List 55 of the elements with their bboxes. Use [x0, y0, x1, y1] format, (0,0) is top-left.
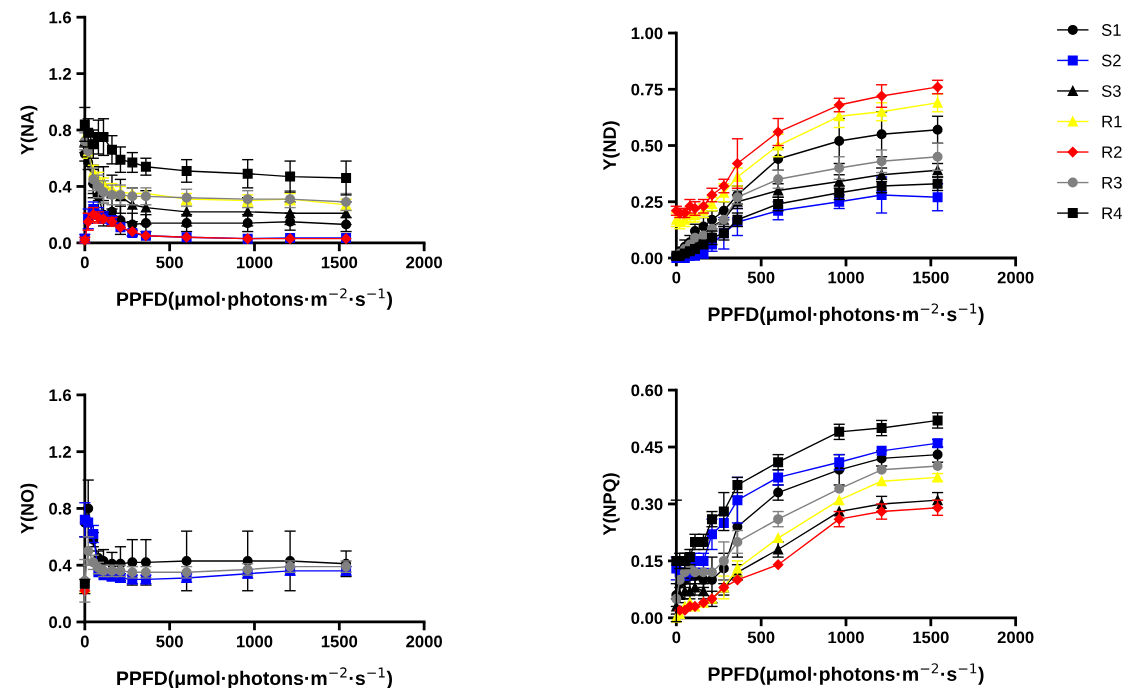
legend-label: R1: [1102, 115, 1122, 128]
y-tick-label: 0.0: [49, 237, 71, 250]
y-tick-label: 0.50: [631, 139, 663, 152]
x-tick-label: 1500: [913, 271, 949, 284]
x-axis-title: PPFD(μmol·photons·m$^{−2}$·s$^{−1}$): [708, 303, 984, 325]
y-axis-title: Y(NA): [20, 105, 38, 155]
legend-label: R4: [1102, 207, 1122, 219]
legend-label: R2: [1102, 146, 1122, 158]
legend-label: R3: [1102, 176, 1122, 189]
y-tick-label: 1.6: [49, 389, 72, 402]
x-tick-label: 500: [747, 271, 775, 284]
x-tick-label: 1000: [236, 635, 273, 648]
y-tick-label: 1.2: [49, 68, 71, 80]
x-tick-label: 0: [672, 631, 681, 644]
x-tick-label: 500: [747, 631, 775, 644]
legend-label: S3: [1101, 85, 1121, 97]
x-tick-label: 500: [156, 256, 183, 269]
legend-label: S2: [1101, 54, 1121, 67]
y-tick-label: 0.45: [631, 441, 663, 454]
y-axis-title: Y(NPQ): [602, 473, 620, 536]
x-tick-label: 2000: [406, 635, 442, 648]
x-tick-label: 0: [80, 256, 89, 269]
x-tick-label: 2000: [406, 256, 442, 269]
y-tick-label: 0.4: [49, 180, 72, 193]
legend-label: S1: [1101, 24, 1121, 36]
x-tick-label: 1000: [828, 271, 864, 284]
y-tick-label: 0.75: [631, 83, 663, 96]
y-tick-label: 0.00: [631, 612, 663, 625]
x-tick-label: 2000: [997, 631, 1034, 644]
y-tick-label: 1.00: [631, 27, 663, 40]
x-tick-label: 1500: [321, 635, 358, 648]
x-tick-label: 500: [156, 635, 183, 648]
x-axis-title: PPFD(μmol·photons·m$^{−2}$·s$^{−1}$): [117, 288, 393, 310]
x-axis-title: PPFD(μmol·photons·m$^{−2}$·s$^{−1}$): [708, 663, 984, 685]
x-tick-label: 1000: [828, 631, 864, 644]
y-tick-label: 1.2: [49, 446, 71, 458]
y-tick-label: 0.15: [631, 555, 663, 568]
y-tick-label: 0.0: [49, 616, 71, 629]
y-tick-label: 0.25: [631, 196, 663, 208]
y-tick-label: 0.8: [49, 502, 72, 515]
x-tick-label: 1500: [913, 631, 949, 644]
x-tick-label: 1500: [321, 256, 358, 269]
y-tick-label: 0.8: [49, 124, 72, 137]
y-axis-title: Y(ND): [602, 121, 620, 171]
y-tick-label: 0.60: [631, 384, 663, 397]
y-axis-title: Y(NO): [20, 483, 38, 534]
x-axis-title: PPFD(μmol·photons·m$^{−2}$·s$^{−1}$): [117, 667, 393, 688]
y-tick-label: 0.4: [49, 559, 72, 572]
x-tick-label: 2000: [997, 271, 1034, 284]
y-tick-label: 0.30: [631, 498, 663, 511]
y-tick-label: 0.00: [631, 252, 663, 265]
x-tick-label: 0: [672, 271, 681, 284]
y-tick-label: 1.6: [49, 11, 72, 24]
x-tick-label: 0: [80, 635, 89, 648]
x-tick-label: 1000: [236, 256, 273, 269]
